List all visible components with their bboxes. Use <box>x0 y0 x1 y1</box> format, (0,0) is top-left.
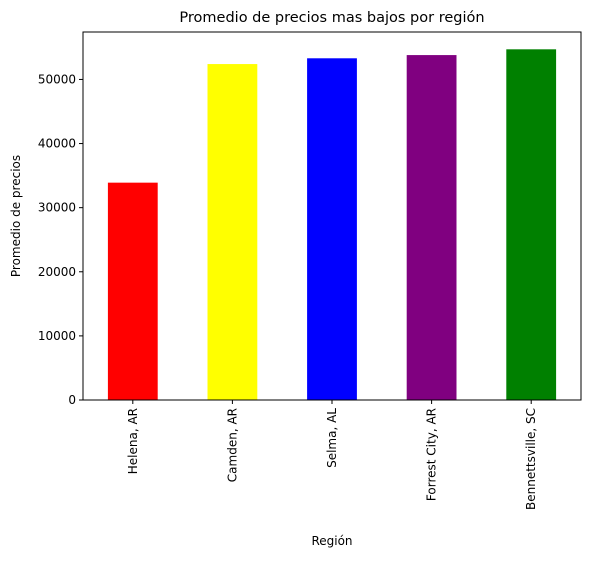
x-tick-label: Forrest City, AR <box>425 408 439 501</box>
y-tick-label: 50000 <box>38 72 76 86</box>
y-tick-label: 30000 <box>38 201 76 215</box>
y-tick-label: 10000 <box>38 329 76 343</box>
bar-4 <box>506 49 556 400</box>
bars-layer <box>108 49 556 400</box>
y-axis-ticks: 0 10000 20000 30000 40000 50000 <box>38 72 83 407</box>
y-tick-label: 20000 <box>38 265 76 279</box>
x-tick-label: Helena, AR <box>126 408 140 474</box>
x-tick-label: Bennettsville, SC <box>524 408 538 510</box>
y-axis-label: Promedio de precios <box>9 155 23 277</box>
bar-0 <box>108 183 158 400</box>
y-tick-label: 0 <box>68 393 76 407</box>
x-tick-label: Selma, AL <box>325 408 339 468</box>
x-axis-ticks: Helena, AR Camden, AR Selma, AL Forrest Cit… <box>126 400 538 510</box>
x-tick-label: Camden, AR <box>225 408 239 482</box>
x-axis-label: Región <box>311 534 352 548</box>
bar-3 <box>407 55 457 400</box>
y-tick-label: 40000 <box>38 137 76 151</box>
bar-1 <box>208 64 258 400</box>
chart-title: Promedio de precios mas bajos por región <box>179 10 484 26</box>
bar-2 <box>307 58 357 400</box>
